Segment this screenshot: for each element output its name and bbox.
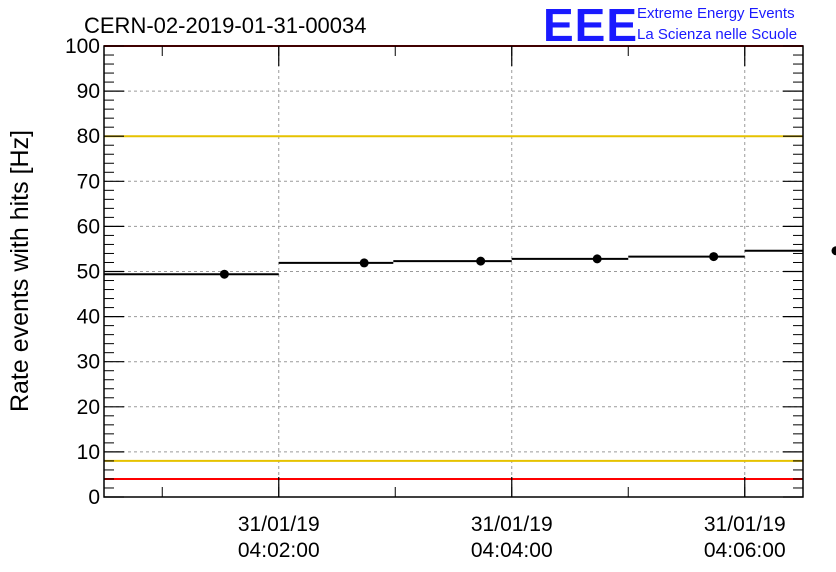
y-tick-label: 80 [77,125,100,148]
reference-lines [104,45,803,480]
eee-logo-line1: Extreme Energy Events [637,5,795,22]
x-tick-label-date: 31/01/19 [238,513,320,536]
x-tick-label-time: 04:04:00 [471,539,553,562]
y-tick-label: 0 [88,486,100,509]
data-point [592,254,602,264]
y-tick-label: 10 [77,441,100,464]
tick-labels: 0 10 20 30 40 50 60 70 80 90 100 31/01/19 04:02:00 31… [65,35,786,562]
data-point [219,269,229,279]
x-tick-label-time: 04:06:00 [704,539,786,562]
y-tick-label: 100 [65,35,100,58]
chart-title: CERN-02-2019-01-31-00034 [84,13,367,38]
data-point [831,246,836,256]
data-point [359,258,369,268]
y-axis-title: Rate events with hits [Hz] [6,130,34,412]
x-tick-label-time: 04:02:00 [238,539,320,562]
y-tick-label: 60 [77,215,100,238]
data-point [709,252,719,262]
grid [104,46,803,497]
eee-logo-line2: La Scienza nelle Scuole [637,26,797,43]
eee-logo: EEE Extreme Energy Events La Scienza nel… [543,0,797,51]
y-tick-label: 70 [77,170,100,193]
data-series [104,246,836,279]
x-tick-label-date: 31/01/19 [704,513,786,536]
y-tick-label: 90 [77,80,100,103]
y-tick-label: 40 [77,306,100,329]
eee-logo-letters: EEE [543,0,638,51]
x-tick-label-date: 31/01/19 [471,513,553,536]
y-tick-label: 30 [77,351,100,374]
y-tick-label: 50 [77,261,100,284]
axis-ticks [104,45,803,498]
y-tick-label: 20 [77,396,100,419]
data-point [476,256,486,266]
